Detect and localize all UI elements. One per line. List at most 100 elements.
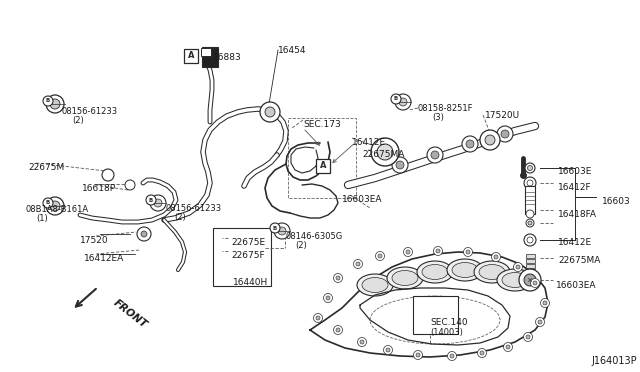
Bar [525, 254, 534, 258]
Text: B: B [46, 99, 50, 103]
Bar [525, 264, 534, 268]
Circle shape [431, 151, 439, 159]
Text: J164013P: J164013P [591, 356, 637, 366]
Circle shape [316, 316, 320, 320]
Text: 08B1A8-B161A: 08B1A8-B161A [26, 205, 89, 214]
Ellipse shape [502, 273, 528, 288]
Circle shape [450, 354, 454, 358]
Circle shape [533, 281, 537, 285]
Bar [288, 118, 356, 198]
Bar [201, 48, 211, 56]
Text: B: B [394, 96, 398, 102]
Bar [213, 228, 271, 286]
Ellipse shape [417, 261, 453, 283]
Text: 08158-8251F: 08158-8251F [418, 104, 474, 113]
Circle shape [376, 251, 385, 260]
Text: (3): (3) [432, 113, 444, 122]
Circle shape [433, 247, 442, 256]
Circle shape [336, 276, 340, 280]
Text: 22675MA: 22675MA [362, 150, 404, 159]
Bar [202, 47, 218, 67]
Circle shape [336, 328, 340, 332]
Circle shape [150, 195, 166, 211]
Bar [184, 49, 198, 63]
Circle shape [333, 326, 342, 334]
Circle shape [270, 223, 280, 233]
Circle shape [504, 343, 513, 352]
Text: 16454: 16454 [278, 46, 307, 55]
Circle shape [50, 99, 60, 109]
Text: 16883: 16883 [213, 53, 242, 62]
Circle shape [527, 166, 532, 170]
Text: FRONT: FRONT [112, 298, 150, 330]
Circle shape [46, 197, 64, 215]
Circle shape [356, 262, 360, 266]
Circle shape [358, 337, 367, 346]
Circle shape [278, 227, 286, 235]
Circle shape [360, 340, 364, 344]
Circle shape [541, 298, 550, 308]
Text: 16603E: 16603E [558, 167, 593, 176]
Circle shape [513, 263, 522, 272]
Ellipse shape [452, 263, 478, 278]
Circle shape [463, 247, 472, 257]
Text: 16603EA: 16603EA [556, 281, 596, 290]
Circle shape [524, 274, 536, 286]
Bar [525, 269, 534, 273]
Circle shape [531, 279, 540, 288]
Text: (2): (2) [72, 116, 84, 125]
Circle shape [43, 198, 53, 208]
Ellipse shape [474, 261, 510, 283]
Circle shape [447, 352, 456, 360]
Text: B: B [46, 201, 50, 205]
Bar [413, 296, 458, 334]
Bar [316, 159, 330, 173]
Circle shape [462, 136, 478, 152]
Text: 22675M: 22675M [28, 163, 64, 172]
Circle shape [326, 296, 330, 300]
Text: 16412E: 16412E [558, 238, 592, 247]
Circle shape [383, 346, 392, 355]
Text: 16412F: 16412F [558, 183, 591, 192]
Text: 16440H: 16440H [233, 278, 268, 287]
Text: 08146-6305G: 08146-6305G [285, 232, 342, 241]
Circle shape [314, 314, 323, 323]
Bar [525, 259, 534, 263]
Bar [525, 186, 535, 214]
Ellipse shape [362, 278, 388, 292]
Text: 16603: 16603 [602, 197, 631, 206]
Circle shape [137, 227, 151, 241]
Circle shape [386, 348, 390, 352]
Circle shape [538, 320, 542, 324]
Circle shape [524, 234, 536, 246]
Ellipse shape [497, 269, 533, 291]
Circle shape [413, 350, 422, 359]
Circle shape [323, 294, 333, 302]
Circle shape [524, 333, 532, 341]
Circle shape [528, 221, 532, 225]
Circle shape [395, 94, 411, 110]
Text: 22675MA: 22675MA [558, 256, 600, 265]
Circle shape [536, 317, 545, 327]
Circle shape [102, 169, 114, 181]
Text: 08156-61233: 08156-61233 [166, 204, 222, 213]
Circle shape [516, 265, 520, 269]
Circle shape [146, 195, 156, 205]
Ellipse shape [357, 274, 393, 296]
Circle shape [154, 199, 162, 207]
Circle shape [519, 269, 541, 291]
Circle shape [527, 237, 533, 243]
Ellipse shape [387, 267, 423, 289]
Ellipse shape [392, 270, 418, 285]
Circle shape [403, 247, 413, 257]
Circle shape [480, 130, 500, 150]
Ellipse shape [479, 264, 505, 279]
Text: A: A [320, 161, 326, 170]
Text: SEC.173: SEC.173 [303, 120, 340, 129]
Circle shape [274, 223, 290, 239]
Circle shape [353, 260, 362, 269]
Circle shape [265, 107, 275, 117]
Circle shape [466, 250, 470, 254]
Circle shape [527, 180, 533, 186]
Text: 16412EA: 16412EA [84, 254, 124, 263]
